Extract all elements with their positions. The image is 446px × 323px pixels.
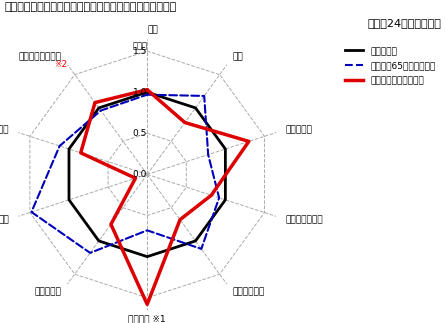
Text: 保健医療 ※1: 保健医療 ※1 [128, 314, 166, 323]
Legend: 総世帯平均, 世帯主が65歳未満の世帯, 世帯主が高齢者の世帯: 総世帯平均, 世帯主が65歳未満の世帯, 世帯主が高齢者の世帯 [342, 43, 439, 89]
Text: 1.5: 1.5 [133, 47, 147, 56]
Text: 交通・通信: 交通・通信 [35, 288, 62, 297]
Text: 1.0: 1.0 [133, 88, 147, 97]
Text: 住居: 住居 [233, 52, 244, 61]
Text: 全ての世帯の平均における消費支出の構成比に対する比率: 全ての世帯の平均における消費支出の構成比に対する比率 [4, 2, 177, 12]
Text: 0.0: 0.0 [133, 170, 147, 179]
Text: 食料: 食料 [147, 26, 158, 35]
Text: 0.5: 0.5 [133, 129, 147, 138]
Text: その他の消費支出: その他の消費支出 [19, 52, 62, 61]
Text: 家具・家事用品: 家具・家事用品 [285, 215, 323, 224]
Text: 光熱・水道: 光熱・水道 [285, 125, 313, 134]
Text: 被服及び履物: 被服及び履物 [233, 288, 265, 297]
Text: 教育: 教育 [0, 215, 9, 224]
Text: （平成24年：総世帯）: （平成24年：総世帯） [368, 18, 442, 28]
Text: 教養娯楽: 教養娯楽 [0, 125, 9, 134]
Text: （倍）: （倍） [132, 41, 147, 50]
Text: ※2: ※2 [54, 60, 67, 69]
